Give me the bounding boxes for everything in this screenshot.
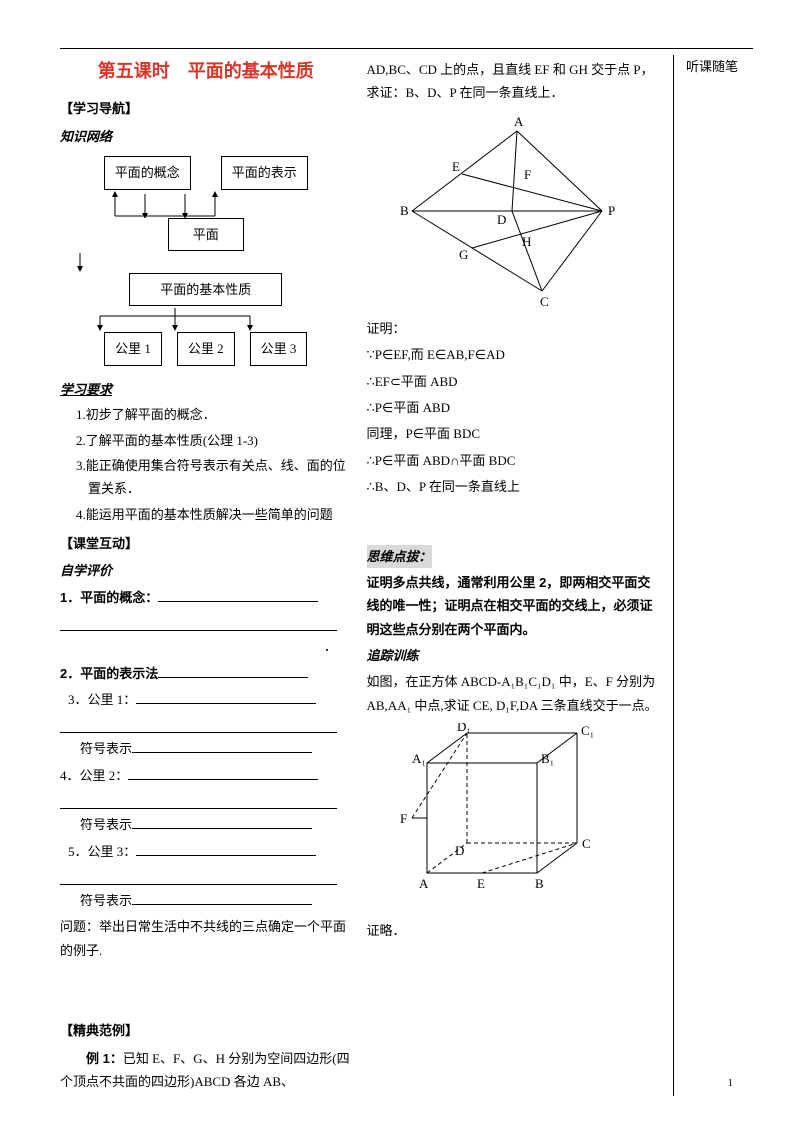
hint-block: 思维点拔：: [367, 545, 659, 568]
example1-part-a: 例 1：已知 E、F、G、H 分别为空间四边形(四个顶点不共面的四边形)ABCD…: [60, 1047, 352, 1094]
flow-arrow-2: [60, 251, 100, 273]
flow-box-axiom3: 公里 3: [250, 332, 308, 365]
proof-head: 证明：: [367, 317, 659, 340]
d1-label-C: C: [540, 294, 549, 309]
d2-label-D: D: [455, 843, 464, 858]
track-body: 如图，在正方体 ABCD-A₁B₁C₁D₁ 中，E、F 分别为 AB,AA₁ 中…: [367, 670, 659, 717]
d1-label-A: A: [514, 114, 524, 129]
proof-l2: ∴EF⊂平面 ABD: [367, 370, 659, 393]
flow-arrows-3: [60, 306, 290, 332]
q5: 5．公里 3：: [60, 840, 352, 863]
flow-box-basic: 平面的基本性质: [129, 273, 282, 306]
proof-l5: ∴P∈平面 ABD∩平面 BDC: [367, 449, 659, 472]
q1-line2: [60, 613, 337, 631]
q3-sym: 符号表示: [60, 737, 352, 760]
example1-head: 例 1：: [86, 1051, 123, 1066]
flow-box-concept: 平面的概念: [104, 156, 191, 189]
proof-l6: ∴B、D、P 在同一条直线上: [367, 475, 659, 498]
d2-label-E: E: [477, 876, 485, 891]
study-req-heading: 学习要求: [60, 378, 352, 401]
flow-box-repr: 平面的表示: [221, 156, 308, 189]
q4: 4．公里 2：: [60, 764, 352, 787]
q5-line2: [60, 867, 337, 885]
page-number: 1: [728, 1074, 734, 1094]
d1-label-E: E: [452, 159, 460, 174]
req-2: 2.了解平面的基本性质(公理 1-3): [88, 429, 352, 452]
q2: 2．平面的表示法: [60, 662, 352, 685]
d2-label-D1: D₁: [457, 723, 471, 734]
d2-label-F: F: [400, 811, 407, 826]
self-eval-heading: 自学评价: [60, 559, 352, 582]
q3-sym-label: 符号表示: [80, 741, 132, 756]
proof-l4: 同理，P∈平面 BDC: [367, 422, 659, 445]
track-head: 追踪训练: [367, 644, 659, 667]
q2-label: 2．平面的表示法: [60, 666, 158, 681]
d2-label-B: B: [535, 876, 544, 891]
q4-label: 4．公里 2：: [60, 768, 128, 783]
daily-problem: 问题：举出日常生活中不共线的三点确定一个平面的例子.: [60, 915, 352, 962]
req-1: 1.初步了解平面的概念．: [88, 403, 352, 426]
q1: 1．平面的概念：: [60, 586, 352, 609]
q5-sym: 符号表示: [60, 889, 352, 912]
proof-omit: 证略．: [367, 919, 659, 942]
flow-arrows-1: [60, 190, 270, 218]
q3: 3．公里 1：: [60, 688, 352, 711]
proof-l1: ∵P∈EF,而 E∈AB,F∈AD: [367, 343, 659, 366]
d2-label-C: C: [582, 836, 591, 851]
q4-sym: 符号表示: [60, 813, 352, 836]
q3-line2: [60, 715, 337, 733]
flow-box-axiom1: 公里 1: [104, 332, 162, 365]
lesson-title: 第五课时 平面的基本性质: [60, 55, 352, 87]
requirements-list: 1.初步了解平面的概念． 2.了解平面的基本性质(公理 1-3) 3.能正确使用…: [60, 403, 352, 526]
section-guide: 【学习导航】: [60, 97, 352, 120]
q4-line2: [60, 791, 337, 809]
d2-label-A1: A₁: [412, 751, 426, 766]
flow-box-axiom2: 公里 2: [177, 332, 235, 365]
q1-period: ．: [60, 635, 337, 658]
d1-label-H: H: [522, 234, 531, 249]
diagram-quadrilateral: A B C D E F G H P: [382, 111, 642, 311]
diagram-cube: A B C D A₁ B₁ C₁ D₁ E F: [397, 723, 627, 913]
d2-label-A: A: [419, 876, 429, 891]
flowchart: 平面的概念 平面的表示 平面: [60, 156, 352, 366]
q5-label: 5．公里 3：: [68, 844, 136, 859]
hint-body: 证明多点共线，通常利用公里 2，即两相交平面交线的唯一性；证明点在相交平面的交线…: [367, 571, 659, 641]
d2-label-B1: B₁: [541, 751, 554, 766]
section-class: 【课堂互动】: [60, 532, 352, 555]
req-4: 4.能运用平面的基本性质解决一些简单的问题: [88, 503, 352, 526]
q4-sym-label: 符号表示: [80, 817, 132, 832]
d1-label-F: F: [524, 167, 531, 182]
section-canon: 【精典范例】: [60, 1019, 352, 1042]
knowledge-network-heading: 知识网络: [60, 125, 352, 148]
proof-l3: ∴P∈平面 ABD: [367, 396, 659, 419]
req-3: 3.能正确使用集合符号表示有关点、线、面的位置关系．: [88, 454, 352, 501]
flow-box-plane: 平面: [168, 218, 244, 251]
hint-head: 思维点拔：: [367, 545, 432, 568]
d1-label-D: D: [497, 212, 506, 227]
d2-label-C1: C₁: [581, 723, 594, 738]
d1-label-G: G: [459, 247, 468, 262]
d1-label-B: B: [400, 203, 409, 218]
example1-part-b: AD,BC、CD 上的点，且直线 EF 和 GH 交于点 P，求证：B、D、P …: [367, 58, 659, 105]
margin-note: 听课随笔: [686, 55, 753, 78]
q5-sym-label: 符号表示: [80, 893, 132, 908]
d1-label-P: P: [608, 203, 615, 218]
q1-label: 1．平面的概念：: [60, 590, 158, 605]
q3-label: 3．公里 1：: [68, 692, 136, 707]
